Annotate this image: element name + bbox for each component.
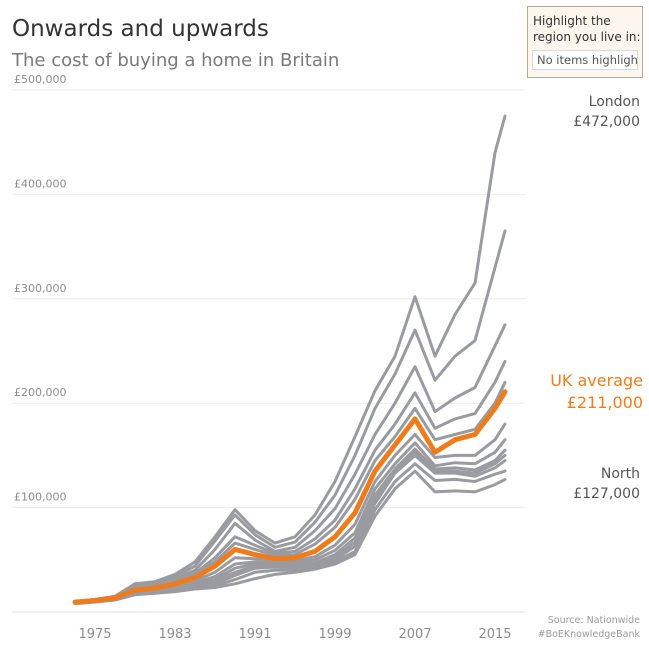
source-line-2: #BoEKnowledgeBank (537, 629, 640, 640)
series-line-london (73, 114, 507, 604)
region-filter[interactable]: Highlight the region you live in: No ite… (527, 6, 643, 78)
axes: £100,000 £200,000 £300,000 £400,000 £500,000… (12, 73, 525, 642)
uk-average-annotation: UK average £211,000 (550, 370, 643, 414)
x-tick-label: 1983 (158, 627, 191, 642)
north-value: £127,000 (573, 486, 640, 502)
x-tick-label: 1999 (318, 627, 351, 642)
region-filter-label: Highlight the region you live in: (533, 14, 641, 44)
series-line-north (73, 469, 507, 606)
y-tick-label: £300,000 (14, 282, 67, 295)
source-line-1: Source: Nationwide (547, 615, 640, 626)
series-line-region (73, 453, 507, 605)
x-tick-label: 1975 (78, 627, 111, 642)
source-note: Source: Nationwide #BoEKnowledgeBank (538, 614, 640, 642)
series-line-region (73, 229, 507, 604)
gridlines (12, 89, 525, 509)
x-tick-label: 2007 (398, 627, 431, 642)
north-annotation: North £127,000 (573, 464, 640, 504)
north-label: North (600, 466, 640, 482)
chart-subtitle: The cost of buying a home in Britain (12, 50, 340, 71)
y-tick-label: £100,000 (14, 491, 67, 504)
y-tick-label: £200,000 (14, 386, 67, 399)
series-line-region (73, 438, 507, 605)
chart-title: Onwards and upwards (12, 16, 269, 42)
london-annotation: London £472,000 (573, 92, 640, 132)
y-tick-label: £500,000 (14, 73, 67, 86)
series-line-uk-average (72, 389, 508, 605)
x-tick-label: 1991 (238, 627, 271, 642)
uk-average-value: £211,000 (566, 393, 643, 412)
london-label: London (588, 94, 640, 110)
y-tick-label: £400,000 (14, 177, 67, 190)
x-tick-label: 2015 (478, 627, 511, 642)
series-line-region (73, 450, 507, 605)
series-lines (72, 114, 508, 606)
uk-average-label: UK average (550, 371, 643, 390)
london-value: £472,000 (573, 114, 640, 130)
region-filter-dropdown[interactable]: No items highligh.. (532, 50, 638, 70)
